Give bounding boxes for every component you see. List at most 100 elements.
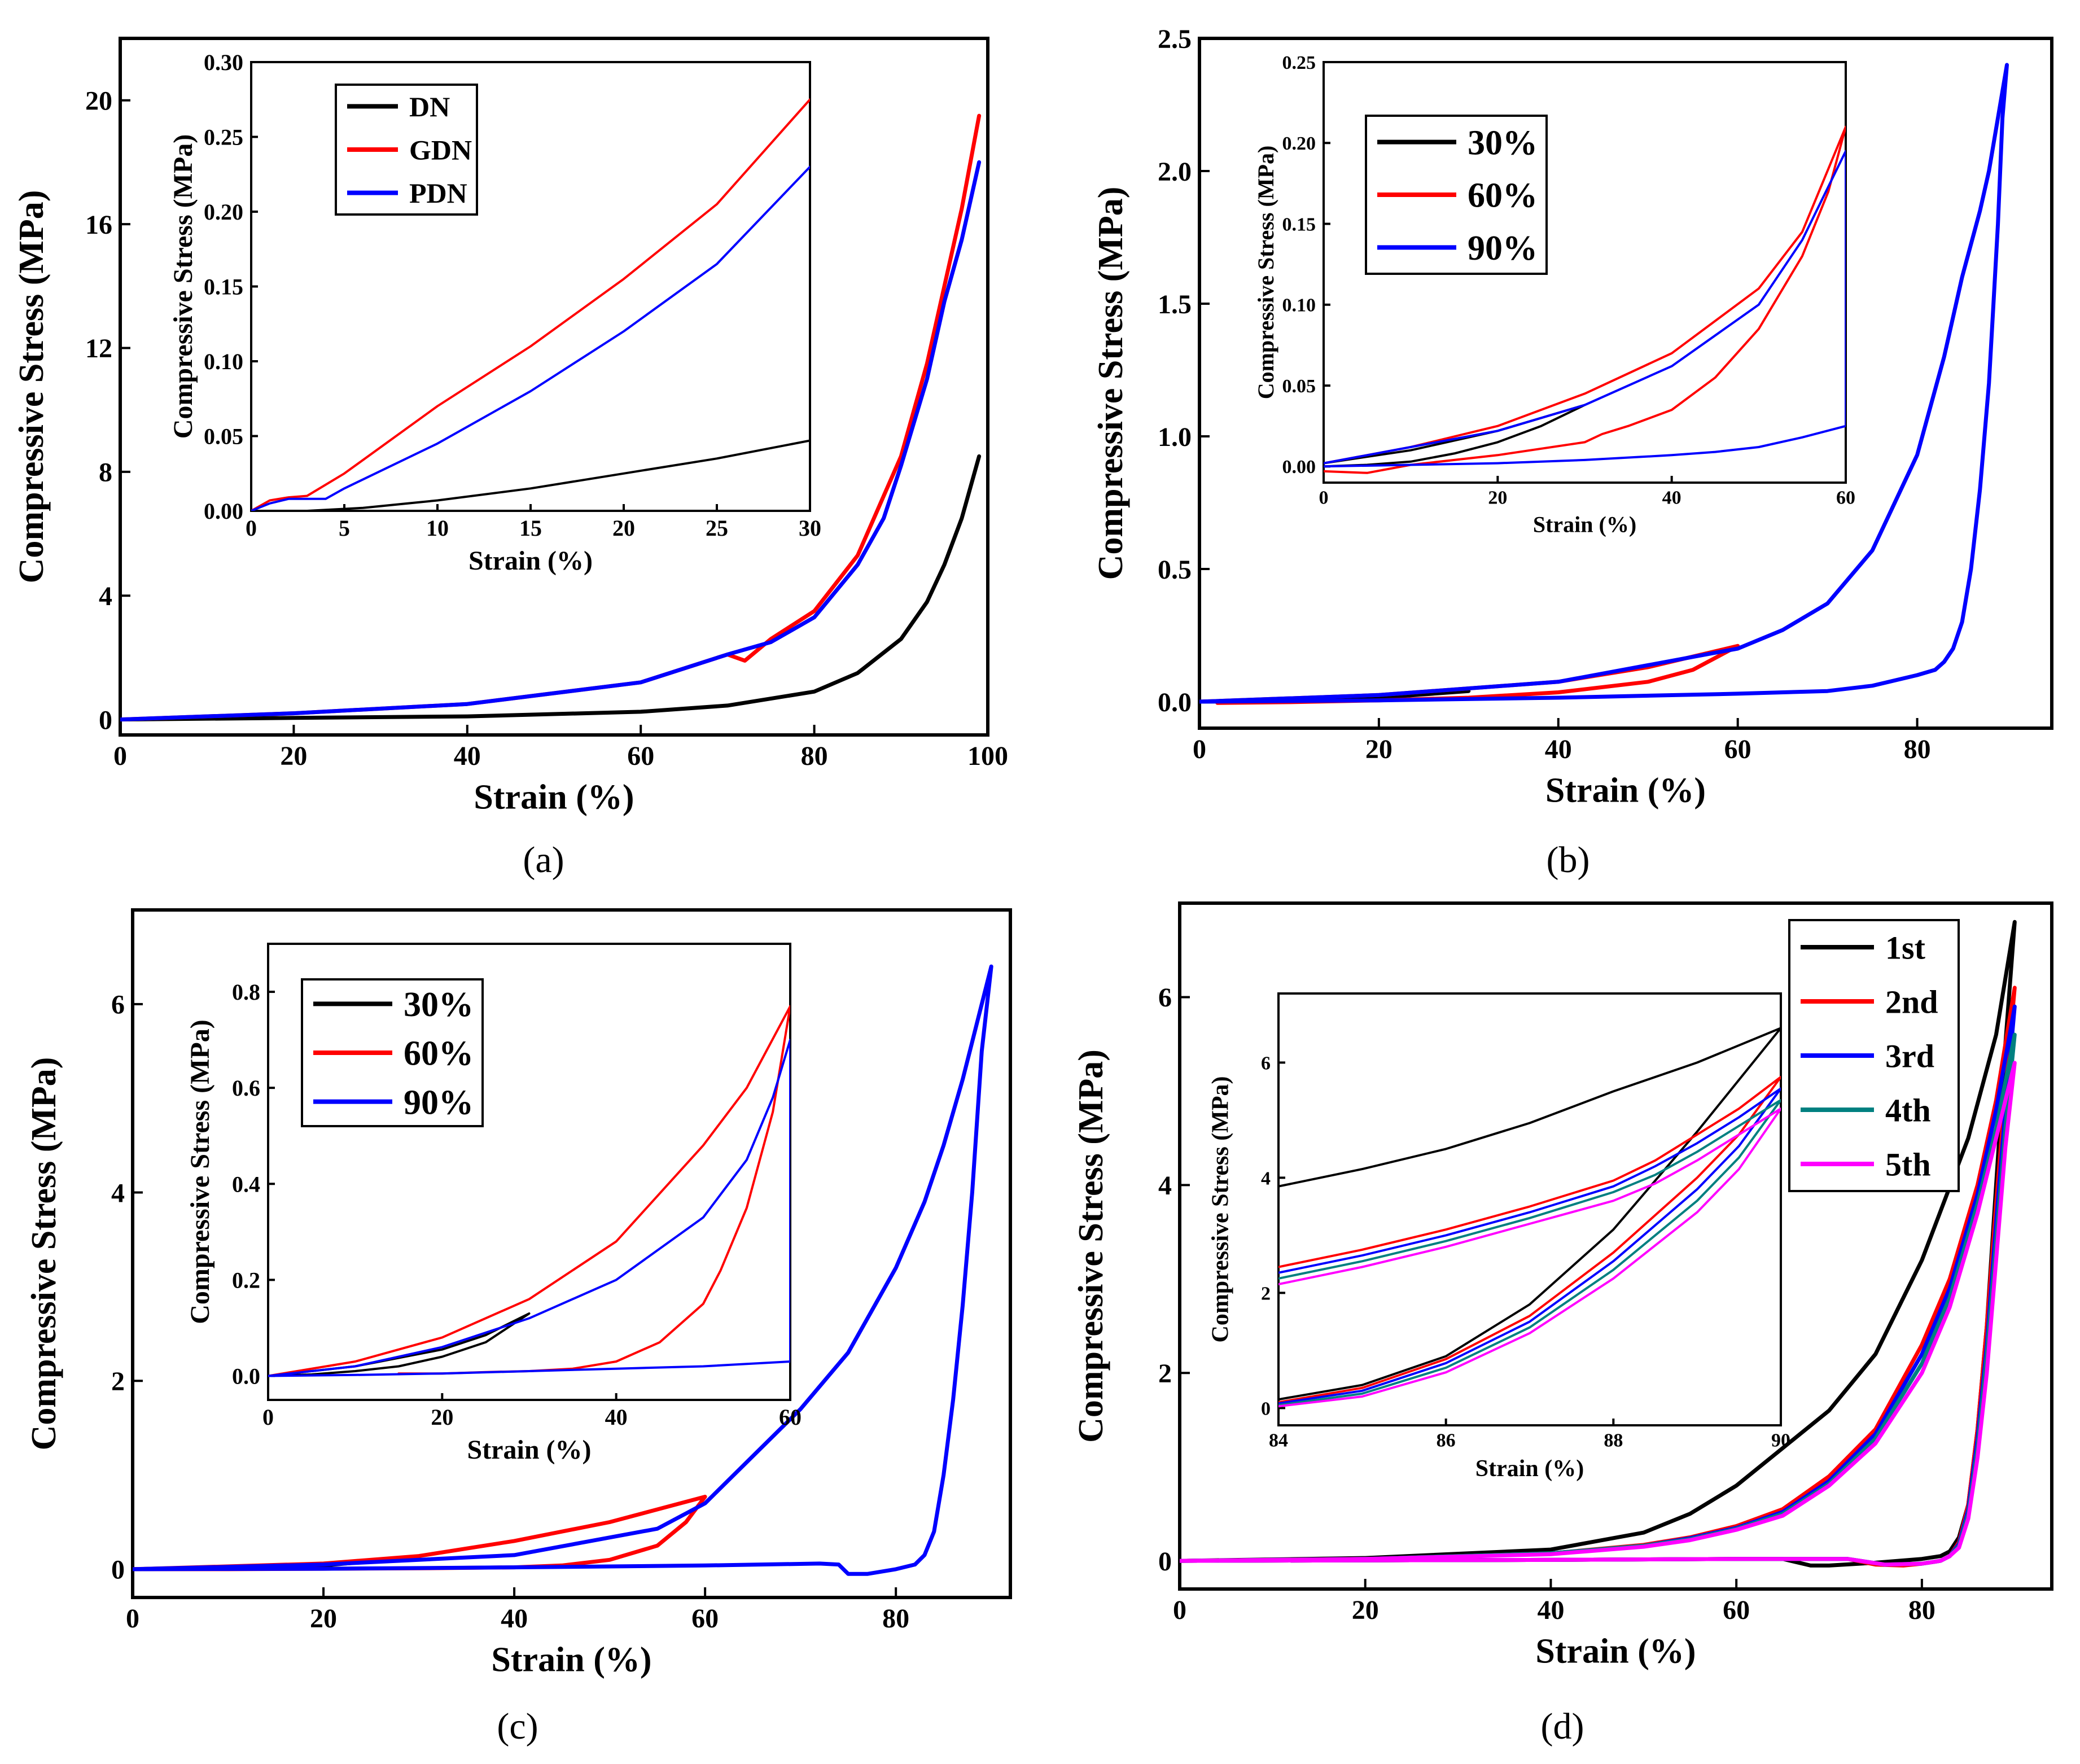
panel-c-legend-label: 90% [404, 1083, 474, 1122]
panel-b: 0 20 40 60 80 0.0 0.5 1.0 1.5 2.0 2.5 Strain (%) Com… [1092, 24, 2053, 881]
inset-a-xtick-label: 25 [706, 515, 728, 541]
inset-a-ytick-label: 0.10 [204, 349, 243, 374]
inset-a-series-dn [251, 439, 810, 511]
inset-c-xtick-label: 20 [431, 1404, 453, 1430]
inset-c-xtick-label: 40 [605, 1404, 628, 1430]
inset-c-ytick-label: 0.0 [232, 1363, 260, 1389]
panel-a-ytick-label: 12 [85, 334, 112, 364]
inset-b-xtick-label: 60 [1836, 487, 1855, 508]
inset-b-ytick-label: 0.15 [1282, 214, 1316, 235]
inset-a-series-gdn [251, 98, 810, 511]
panel-a-ytick-label: 20 [85, 86, 112, 116]
panel-d-xtick-label: 60 [1723, 1595, 1750, 1625]
panel-c-xtick-label: 80 [882, 1604, 909, 1634]
inset-d-series-5th [1278, 1108, 1781, 1408]
inset-d-xtick-label: 90 [1771, 1430, 1790, 1451]
panel-d-xtick-label: 40 [1537, 1595, 1564, 1625]
panel-b-ytick-label: 1.5 [1158, 290, 1192, 319]
inset-d-ytick-label: 4 [1261, 1168, 1271, 1189]
panel-c-frame [131, 908, 1012, 1599]
inset-d-series-3rd [1278, 1087, 1781, 1405]
panel-c-plot-area [133, 964, 993, 1576]
panel-d-plot-area [1180, 920, 2017, 1568]
inset-b-plot-area [1324, 125, 1846, 474]
panel-b-xtick-label: 40 [1545, 734, 1572, 764]
panel-d-xlabel: Strain (%) [1535, 1632, 1696, 1670]
inset-b-ylabel: Compressive Stress (MPa) [1253, 146, 1278, 400]
panel-b-inset: 0 20 40 60 0.00 0.05 0.10 0.15 0.20 0.25 Strain (%… [1253, 52, 1855, 537]
inset-c-series-30 [268, 1312, 531, 1377]
inset-a-series-pdn [251, 165, 810, 511]
panel-b-xtick-label: 60 [1724, 734, 1751, 764]
panel-d-legend-label: 4th [1885, 1092, 1931, 1128]
inset-b-ytick-label: 0.25 [1282, 52, 1316, 73]
panel-d-ytick-label: 6 [1158, 983, 1172, 1013]
panel-b-legend-label: 60% [1468, 177, 1538, 215]
inset-d-plot-area [1278, 1027, 1781, 1408]
panel-d-xtick-label: 20 [1352, 1595, 1379, 1625]
inset-d-ylabel: Compressive Stress (MPa) [1208, 1076, 1234, 1342]
inset-d-xtick-label: 86 [1437, 1430, 1456, 1451]
panel-d-legend-label: 1st [1885, 929, 1926, 966]
panel-b-plot-area [1199, 63, 2009, 705]
panel-c-ytick-label: 2 [111, 1367, 125, 1397]
inset-b-ytick-label: 0.10 [1282, 295, 1316, 316]
inset-c-ytick-label: 0.6 [232, 1075, 260, 1101]
panel-c-ytick-label: 4 [111, 1178, 125, 1208]
panel-c-ytick-label: 0 [111, 1555, 125, 1585]
inset-b-ytick-label: 0.00 [1282, 457, 1316, 478]
inset-d-ytick-label: 2 [1261, 1283, 1271, 1304]
panel-a-legend-label: DN [409, 91, 450, 122]
panel-c-xtick-label: 0 [126, 1604, 139, 1634]
panel-a-series-pdn [120, 160, 982, 722]
panel-a-xtick-label: 100 [967, 741, 1008, 771]
panel-a-xtick-label: 60 [627, 741, 654, 771]
panel-d-legend-label: 5th [1885, 1146, 1931, 1183]
inset-c-xlabel: Strain (%) [467, 1435, 592, 1465]
panel-b-ytick-label: 0.0 [1158, 688, 1192, 717]
inset-c-ytick-label: 0.4 [232, 1171, 260, 1197]
panel-d-ytick-label: 0 [1158, 1547, 1172, 1577]
panel-b-ylabel: Compressive Stress (MPa) [1092, 187, 1130, 580]
panel-c: 0 20 40 60 80 0 2 4 6 Strain (%) Compressive Stres… [25, 908, 1012, 1747]
panel-b-xlabel: Strain (%) [1545, 771, 1706, 809]
panel-a-ylabel: Compressive Stress (MPa) [12, 190, 51, 584]
inset-d-ytick-label: 6 [1261, 1053, 1271, 1074]
panel-c-legend-label: 30% [404, 986, 474, 1024]
panel-b-ytick-label: 2.0 [1158, 157, 1192, 187]
inset-c-ylabel: Compressive Stress (MPa) [185, 1019, 215, 1324]
panel-c-ytick-label: 6 [111, 990, 125, 1020]
inset-b-ytick-label: 0.20 [1282, 133, 1316, 154]
panel-c-caption: (c) [497, 1706, 538, 1747]
panel-a-legend-label: GDN [409, 134, 472, 166]
inset-b-series-60 [1324, 125, 1846, 474]
inset-a-xlabel: Strain (%) [468, 546, 593, 576]
panel-a-xlabel: Strain (%) [474, 778, 634, 816]
panel-c-xlabel: Strain (%) [491, 1640, 651, 1679]
panel-c-ylabel: Compressive Stress (MPa) [25, 1057, 63, 1451]
panel-d-ytick-label: 4 [1158, 1171, 1172, 1201]
panel-c-xtick-label: 20 [310, 1604, 337, 1634]
panel-b-ytick-label: 2.5 [1158, 24, 1192, 54]
panel-a-inset: 0 5 10 15 20 25 30 0.00 0.05 0.10 0.15 0.20 0.25 0.30… [168, 50, 821, 576]
inset-b-series-30 [1324, 404, 1586, 468]
panel-b-legend-label: 30% [1468, 124, 1538, 162]
panel-c-series-90 [133, 964, 993, 1576]
inset-b-xtick-label: 40 [1662, 487, 1681, 508]
panel-a-plot-area [120, 113, 982, 722]
inset-a-ytick-label: 0.00 [204, 498, 243, 524]
inset-b-xlabel: Strain (%) [1533, 511, 1636, 537]
panel-d-caption: (d) [1541, 1706, 1584, 1747]
panel-d-xtick-label: 80 [1908, 1595, 1936, 1625]
panel-b-xtick-label: 80 [1904, 734, 1931, 764]
panel-c-xtick-label: 40 [501, 1604, 528, 1634]
inset-a-ytick-label: 0.05 [204, 424, 243, 449]
inset-a-xtick-label: 15 [519, 515, 542, 541]
inset-b-xtick-label: 20 [1488, 487, 1507, 508]
inset-d-xtick-label: 84 [1269, 1430, 1288, 1451]
panel-a-ytick-label: 0 [99, 705, 112, 735]
panel-d-legend-label: 3rd [1885, 1038, 1934, 1074]
panel-a-ytick-label: 4 [99, 581, 112, 611]
